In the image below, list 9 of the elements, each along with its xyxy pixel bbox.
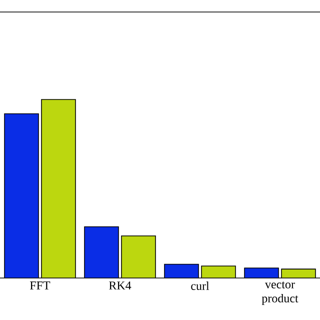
bar (42, 99, 76, 278)
bar (122, 236, 156, 278)
bar (164, 264, 198, 278)
x-tick-label: FFT (30, 282, 50, 290)
bar (84, 226, 118, 278)
x-tick-label: curl (191, 282, 210, 290)
x-tick-label: vector product (262, 282, 298, 305)
x-tick-label: RK4 (109, 282, 132, 290)
bar (4, 114, 38, 278)
